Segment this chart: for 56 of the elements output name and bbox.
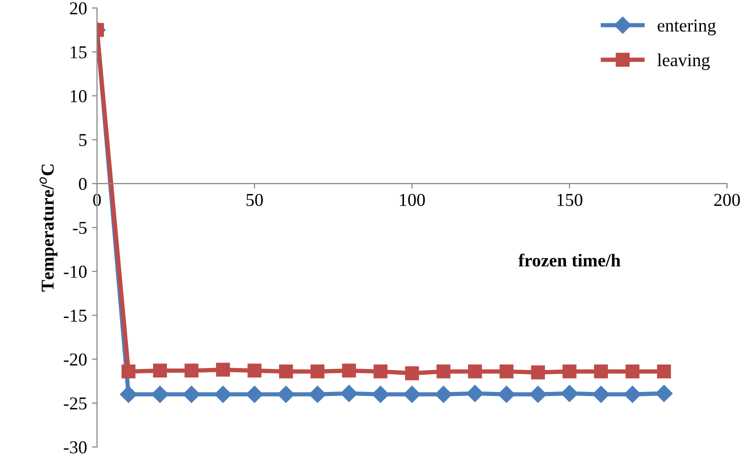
point xyxy=(498,386,516,403)
point xyxy=(340,384,358,402)
y-tick-label: 5 xyxy=(79,134,87,146)
point xyxy=(216,362,230,377)
point xyxy=(277,386,295,403)
x-tick-label: 200 xyxy=(714,194,740,206)
y-tick-label: -15 xyxy=(64,310,87,322)
legend-label: entering xyxy=(658,20,716,36)
point xyxy=(279,364,293,378)
point xyxy=(248,364,262,378)
point xyxy=(120,386,138,403)
point xyxy=(405,366,419,380)
point xyxy=(246,386,264,403)
x-tick-label: 0 xyxy=(93,194,101,206)
point xyxy=(153,364,167,378)
point xyxy=(655,384,673,402)
y-tick-label: -5 xyxy=(72,222,87,234)
legend-label: leaving xyxy=(657,54,710,70)
x-axis-title: frozen time/h xyxy=(518,254,620,267)
x-tick-label: 100 xyxy=(400,194,425,206)
point xyxy=(374,364,388,378)
point xyxy=(657,364,671,378)
point xyxy=(151,386,169,403)
point xyxy=(214,386,232,403)
point xyxy=(560,384,578,402)
point xyxy=(624,386,642,403)
point xyxy=(626,364,640,378)
y-tick-label: 20 xyxy=(70,2,87,14)
y-tick-label: 15 xyxy=(70,46,87,58)
point xyxy=(562,364,576,378)
point xyxy=(434,386,452,403)
point xyxy=(122,364,136,378)
point xyxy=(308,386,326,403)
point xyxy=(436,364,450,378)
point xyxy=(531,365,545,380)
point xyxy=(466,384,484,402)
point xyxy=(372,386,390,403)
x-tick-label: 150 xyxy=(558,194,582,206)
point xyxy=(594,364,608,378)
y-tick-label: 0 xyxy=(78,178,87,190)
point xyxy=(529,386,547,403)
point xyxy=(500,364,514,378)
point xyxy=(403,386,421,403)
y-tick-label: -25 xyxy=(64,397,87,410)
y-tick-label: 10 xyxy=(70,90,87,102)
y-axis-title: Temperature/$^{o}$C xyxy=(40,164,58,292)
point xyxy=(182,386,200,403)
point xyxy=(342,364,356,378)
point xyxy=(184,364,198,378)
point xyxy=(468,364,482,378)
y-tick-label: -10 xyxy=(64,266,87,278)
point xyxy=(310,364,324,378)
y-tick-label: -30 xyxy=(64,441,87,454)
point xyxy=(592,386,610,403)
y-tick-label: -20 xyxy=(64,353,87,366)
x-tick-label: 50 xyxy=(246,194,263,206)
